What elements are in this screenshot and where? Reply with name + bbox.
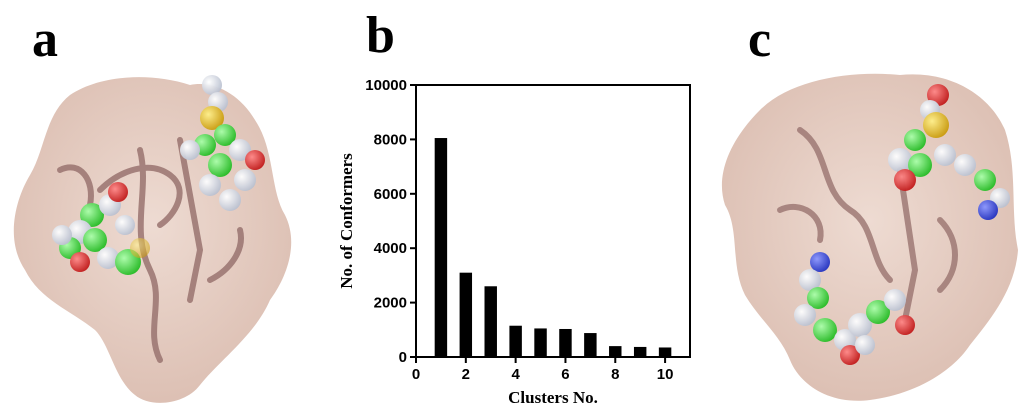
- protein-structure-image-c: [721, 73, 1018, 401]
- bar: [434, 138, 448, 357]
- cluster-bar-chart: 0 2000 4000 6000 8000 10000 0 2 4 6 8 10 Clusters No…: [337, 77, 691, 407]
- bar: [459, 272, 473, 357]
- ligand-2: [180, 75, 265, 211]
- x-tick-label: 6: [561, 366, 569, 383]
- plot-frame: [415, 84, 691, 358]
- x-tick-label: 10: [657, 366, 674, 383]
- bar: [609, 346, 622, 357]
- bar: [509, 325, 522, 357]
- x-tick-label: 2: [462, 366, 470, 383]
- y-axis-label: No. of Conformers: [337, 153, 356, 289]
- panel-label-c: c: [748, 11, 772, 68]
- y-tick-label: 0: [399, 349, 407, 366]
- y-tick-label: 6000: [374, 186, 407, 203]
- panel-label-a: a: [32, 11, 58, 68]
- protein-ribbon: [777, 127, 958, 323]
- protein-structure-image-a: [13, 75, 292, 403]
- ligand-2: [794, 252, 915, 365]
- bar: [633, 346, 647, 357]
- x-tick-label: 4: [511, 366, 520, 383]
- x-tick-label: 8: [611, 366, 619, 383]
- x-tick-label: 0: [412, 366, 420, 383]
- ligand-1: [52, 182, 150, 275]
- bar: [559, 328, 572, 357]
- bar: [584, 333, 597, 357]
- y-tick-label: 10000: [365, 77, 407, 94]
- bar: [484, 286, 497, 357]
- y-tick-label: 4000: [374, 240, 407, 257]
- ligand-1: [888, 84, 1010, 220]
- y-tick-label: 8000: [374, 131, 407, 148]
- bar: [534, 328, 547, 357]
- panel-label-b: b: [366, 7, 395, 64]
- y-tick-label: 2000: [374, 295, 407, 312]
- x-axis-label: Clusters No.: [508, 388, 598, 407]
- protein-ribbon: [57, 137, 244, 363]
- bar: [658, 347, 672, 357]
